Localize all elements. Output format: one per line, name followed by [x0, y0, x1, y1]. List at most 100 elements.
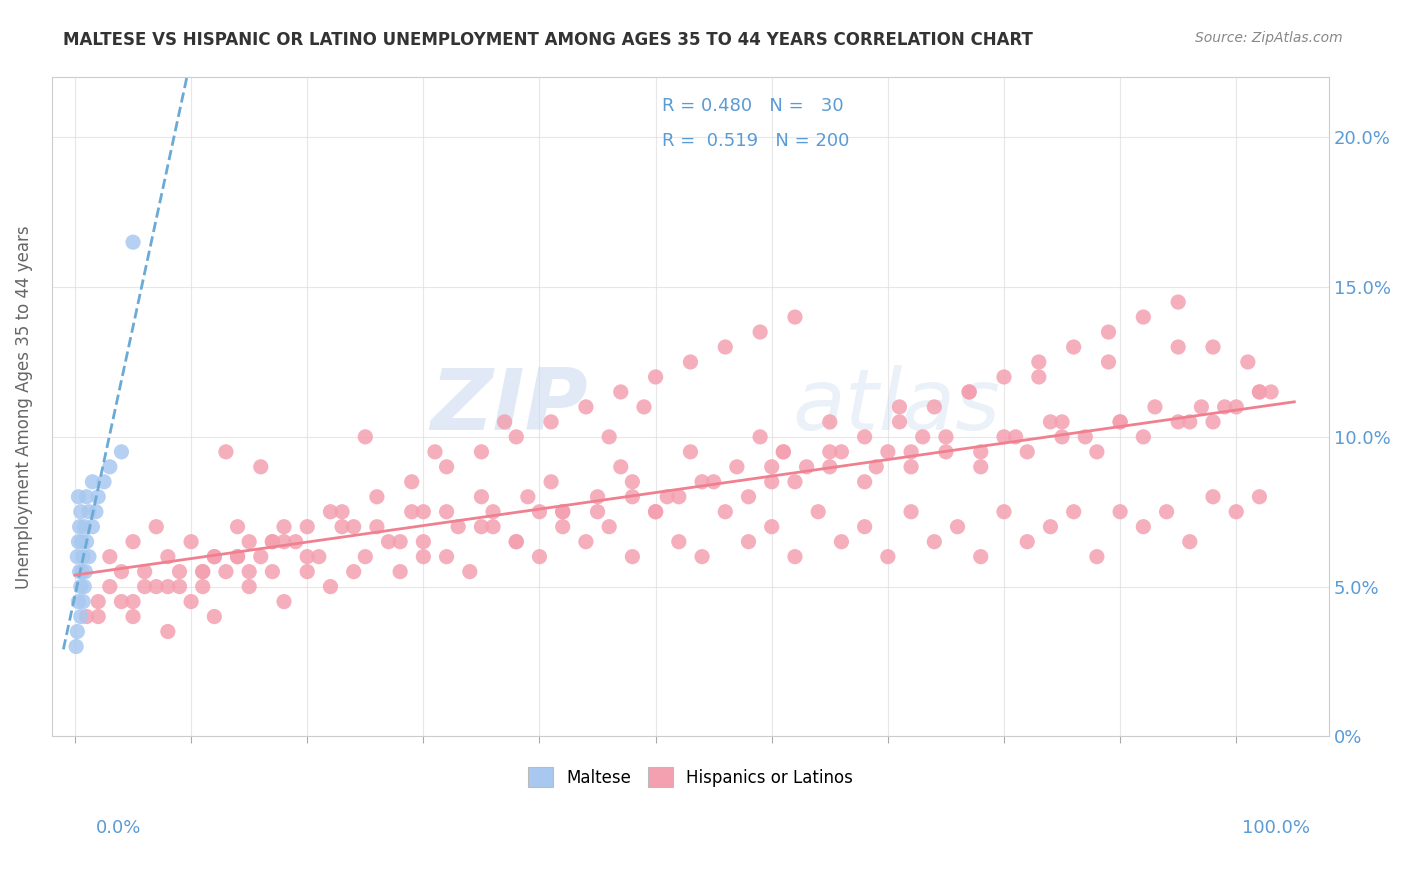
Point: [249, 459, 271, 474]
Point: [1074, 430, 1097, 444]
Point: [145, 519, 167, 533]
Point: [993, 370, 1015, 384]
Point: [575, 534, 598, 549]
Text: R =  0.519   N = 200: R = 0.519 N = 200: [662, 132, 849, 150]
Point: [191, 580, 214, 594]
Point: [621, 490, 644, 504]
Point: [330, 505, 353, 519]
Point: [690, 549, 713, 564]
Point: [122, 594, 145, 608]
Point: [297, 565, 319, 579]
Point: [215, 445, 238, 459]
Text: atlas: atlas: [793, 366, 1001, 449]
Point: [458, 565, 481, 579]
Point: [82, 475, 104, 489]
Point: [1004, 430, 1026, 444]
Point: [73, 519, 96, 533]
Point: [377, 534, 399, 549]
Point: [796, 459, 818, 474]
Point: [540, 415, 562, 429]
Point: [551, 505, 574, 519]
Point: [830, 534, 852, 549]
Point: [226, 549, 249, 564]
Point: [330, 519, 353, 533]
Point: [1028, 370, 1050, 384]
Point: [644, 505, 666, 519]
Point: [714, 505, 737, 519]
Text: 0.0%: 0.0%: [96, 819, 141, 837]
Point: [169, 580, 191, 594]
Point: [853, 519, 876, 533]
Point: [401, 475, 423, 489]
Text: 100.0%: 100.0%: [1243, 819, 1310, 837]
Point: [644, 505, 666, 519]
Point: [761, 519, 783, 533]
Point: [551, 519, 574, 533]
Point: [76, 534, 98, 549]
Point: [529, 549, 551, 564]
Point: [156, 580, 179, 594]
Point: [156, 624, 179, 639]
Point: [889, 415, 911, 429]
Point: [644, 370, 666, 384]
Point: [1202, 490, 1225, 504]
Point: [84, 505, 107, 519]
Point: [67, 534, 90, 549]
Point: [924, 534, 946, 549]
Point: [366, 519, 388, 533]
Point: [180, 534, 202, 549]
Point: [110, 445, 132, 459]
Point: [389, 534, 412, 549]
Point: [1017, 534, 1039, 549]
Point: [1167, 415, 1189, 429]
Point: [1143, 400, 1166, 414]
Point: [73, 580, 96, 594]
Point: [122, 235, 145, 249]
Point: [69, 580, 91, 594]
Point: [169, 565, 191, 579]
Point: [98, 580, 121, 594]
Point: [621, 475, 644, 489]
Point: [1132, 310, 1154, 324]
Point: [703, 475, 725, 489]
Point: [690, 475, 713, 489]
Point: [1132, 519, 1154, 533]
Text: R = 0.480   N =   30: R = 0.480 N = 30: [662, 97, 844, 115]
Point: [354, 549, 377, 564]
Point: [110, 565, 132, 579]
Point: [818, 445, 841, 459]
Point: [202, 549, 225, 564]
Point: [946, 519, 969, 533]
Point: [180, 594, 202, 608]
Point: [853, 475, 876, 489]
Point: [76, 609, 98, 624]
Point: [72, 549, 94, 564]
Point: [343, 565, 366, 579]
Point: [436, 459, 458, 474]
Point: [783, 310, 806, 324]
Point: [1109, 415, 1132, 429]
Point: [297, 549, 319, 564]
Point: [319, 505, 342, 519]
Point: [65, 640, 87, 654]
Point: [69, 609, 91, 624]
Point: [238, 565, 260, 579]
Point: [610, 384, 633, 399]
Point: [66, 549, 89, 564]
Point: [1225, 400, 1247, 414]
Point: [297, 519, 319, 533]
Point: [1017, 445, 1039, 459]
Point: [82, 519, 104, 533]
Text: ZIP: ZIP: [430, 366, 588, 449]
Point: [93, 475, 115, 489]
Point: [226, 549, 249, 564]
Point: [1237, 355, 1260, 369]
Point: [598, 430, 620, 444]
Point: [401, 505, 423, 519]
Point: [529, 505, 551, 519]
Point: [1202, 415, 1225, 429]
Point: [412, 505, 434, 519]
Point: [957, 384, 980, 399]
Point: [761, 459, 783, 474]
Point: [494, 415, 516, 429]
